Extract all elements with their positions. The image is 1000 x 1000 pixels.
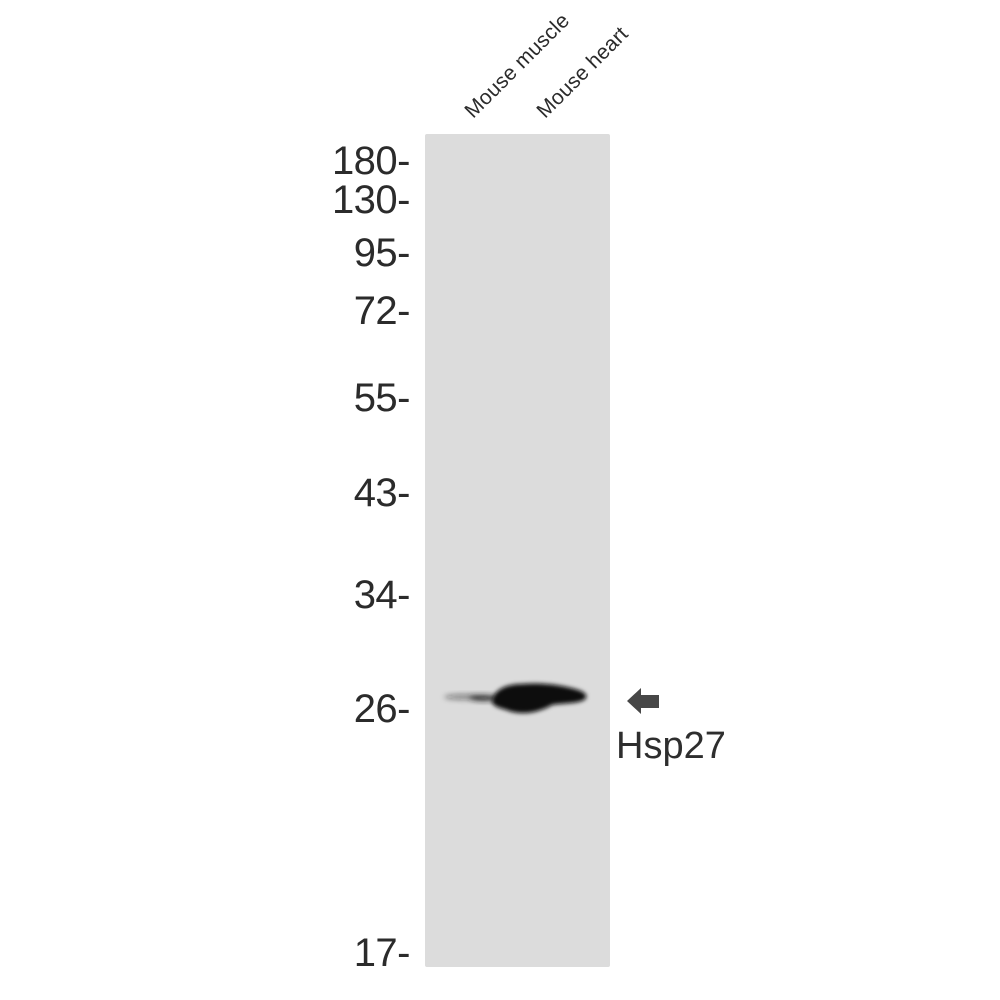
target-protein-label: Hsp27 xyxy=(616,725,726,767)
mw-marker-180: 180- xyxy=(331,139,411,183)
mw-marker-95: 95- xyxy=(353,231,411,275)
left-arrow-icon xyxy=(627,688,659,714)
mw-marker-72: 72- xyxy=(353,289,411,333)
blot-membrane xyxy=(425,134,610,967)
mw-marker-26: 26- xyxy=(353,687,411,731)
mw-marker-43: 43- xyxy=(353,471,411,515)
mw-marker-130: 130- xyxy=(331,178,411,222)
mw-marker-34: 34- xyxy=(353,573,411,617)
mw-marker-17: 17- xyxy=(353,931,411,975)
mw-marker-55: 55- xyxy=(353,376,411,420)
